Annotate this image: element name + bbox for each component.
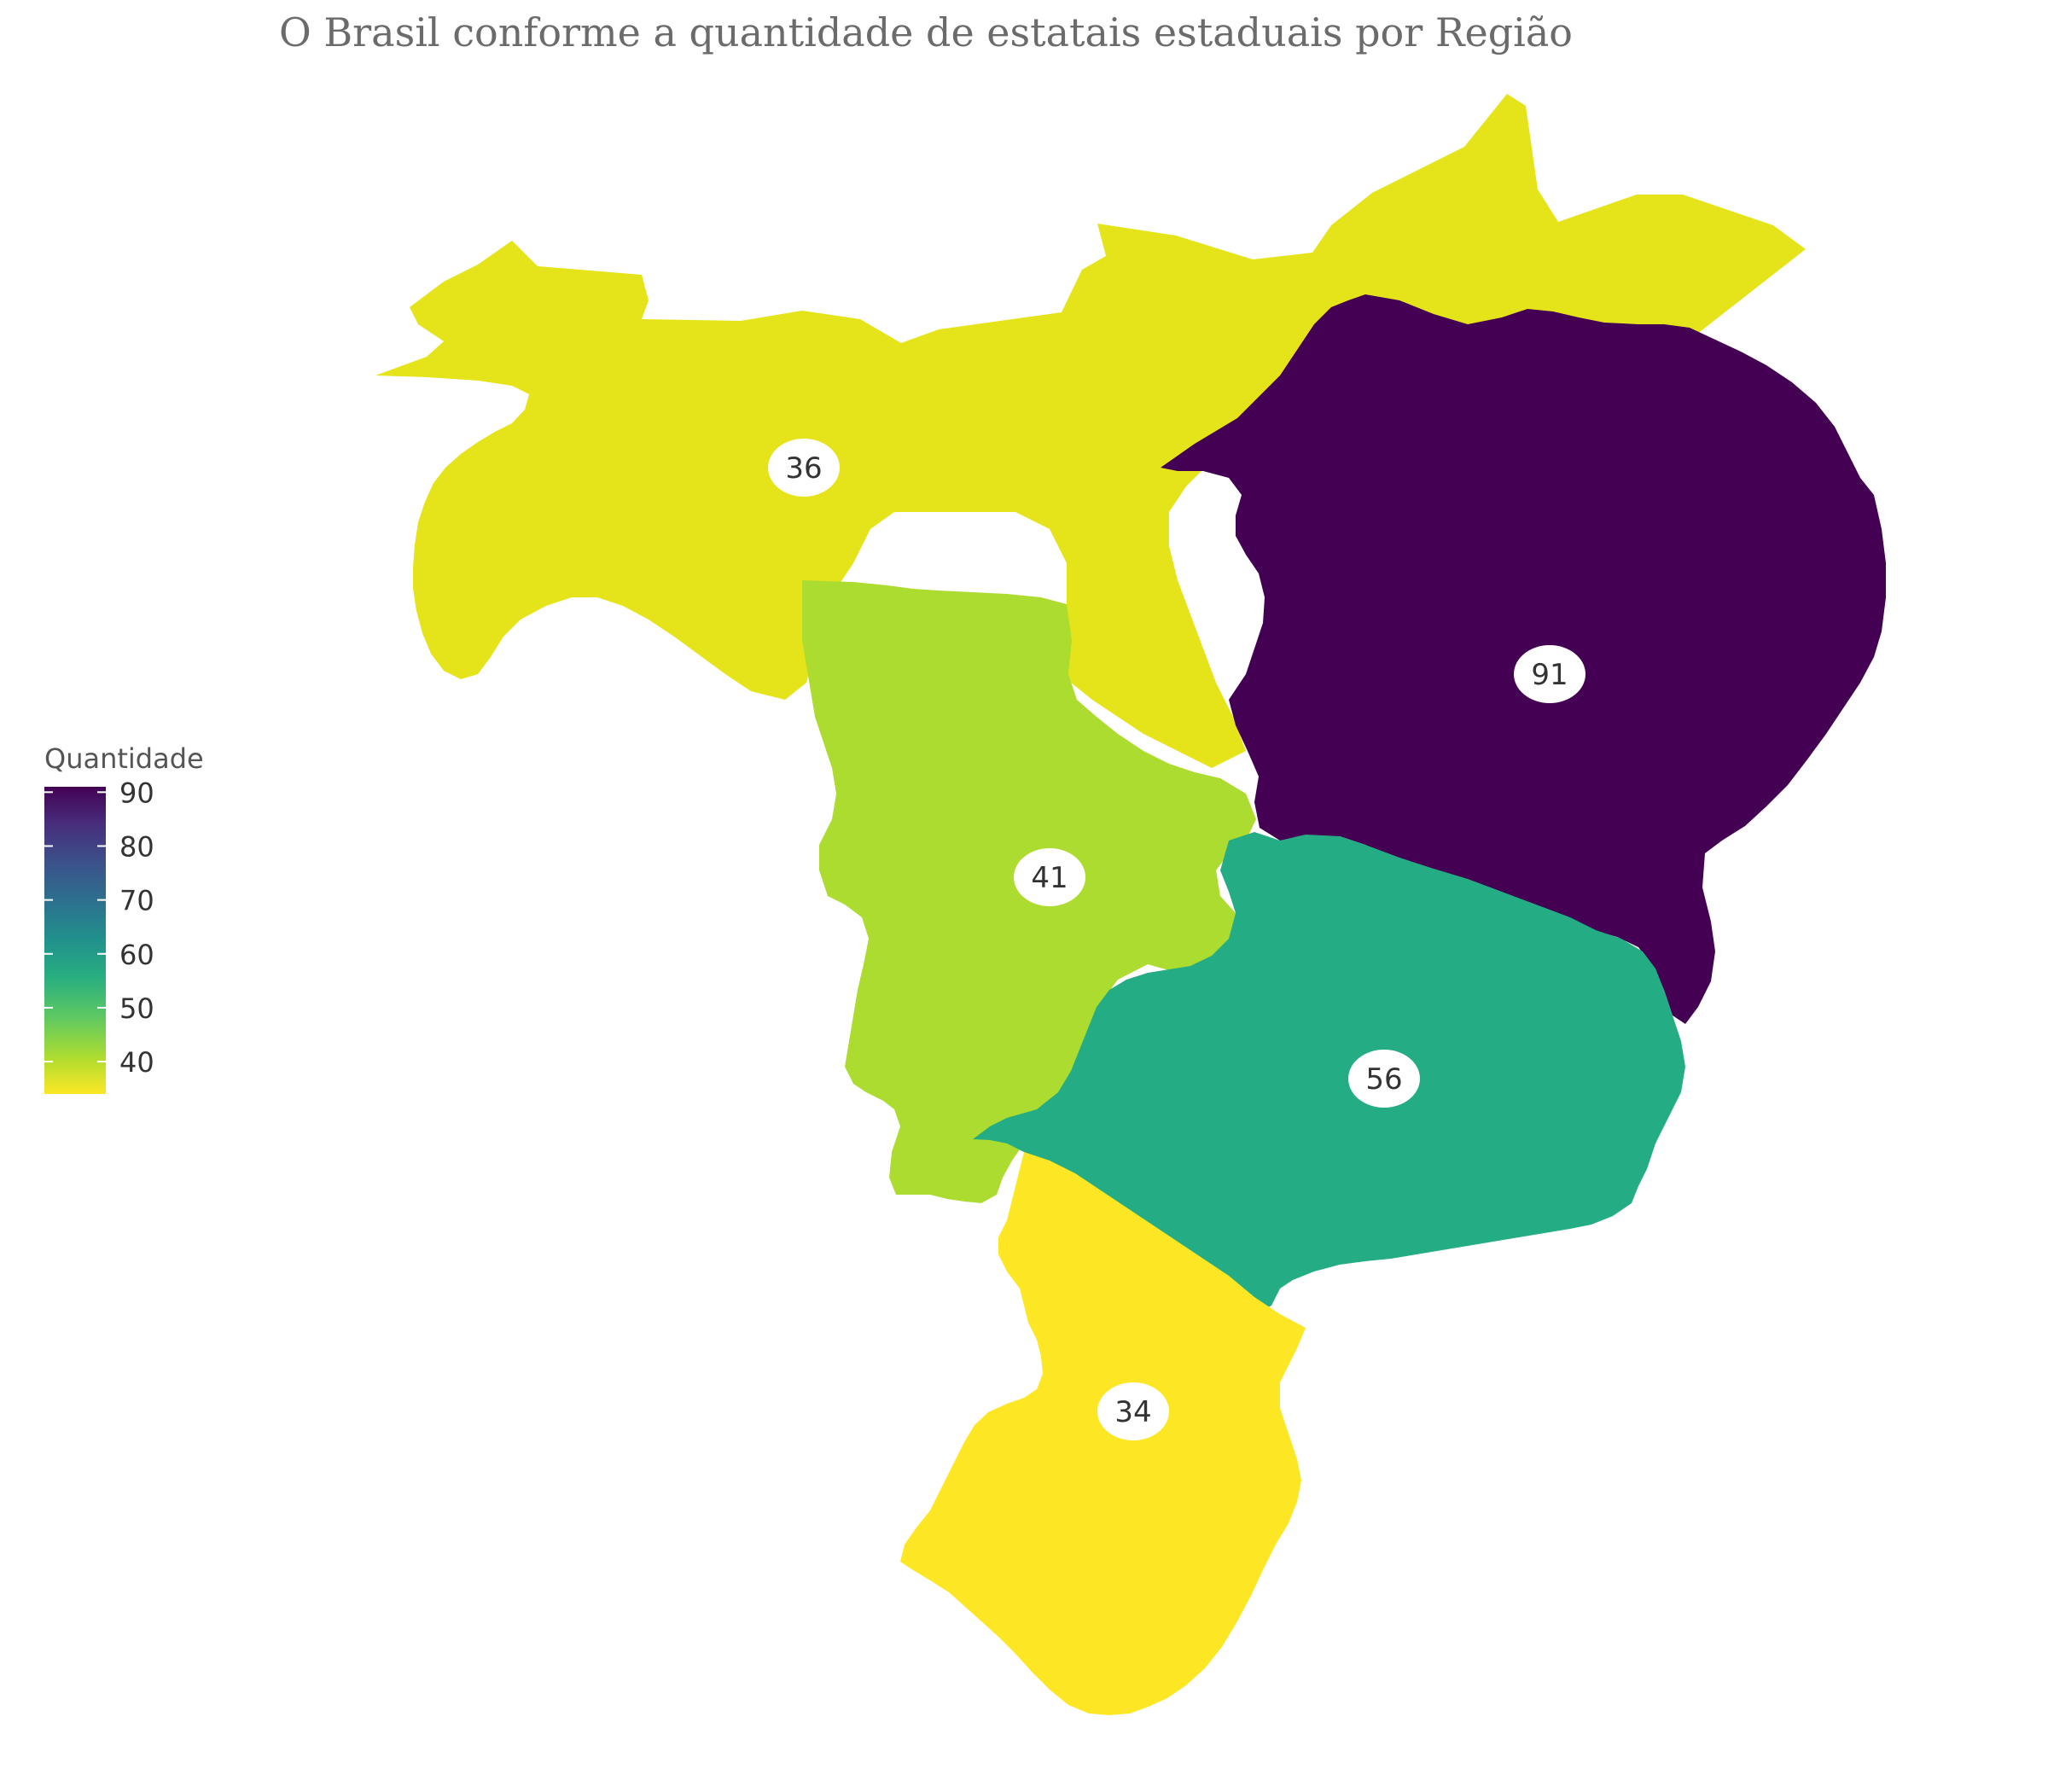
- legend-tick-label: 70: [119, 885, 154, 917]
- label-sudeste: 56: [1348, 1050, 1420, 1108]
- legend-title: Quantidade: [44, 742, 204, 775]
- legend-ticks: 90 80 70 60 50 40: [44, 777, 154, 1079]
- label-norte: 36: [768, 439, 840, 497]
- label-bubble-centro-oeste: [1014, 848, 1085, 906]
- region-sudeste[interactable]: [973, 832, 1685, 1314]
- label-value-sudeste: 56: [1365, 1062, 1402, 1097]
- label-value-nordeste: 91: [1531, 658, 1568, 692]
- label-bubble-sul: [1097, 1382, 1169, 1440]
- label-value-centro-oeste: 41: [1031, 861, 1068, 895]
- region-labels: 36 91 41 56 34: [768, 439, 1585, 1440]
- region-sul[interactable]: [900, 1152, 1306, 1715]
- label-value-sul: 34: [1114, 1395, 1151, 1429]
- legend-tick-label: 60: [119, 939, 154, 971]
- label-sul: 34: [1097, 1382, 1169, 1440]
- legend-tick-label: 40: [119, 1046, 154, 1079]
- label-bubble-nordeste: [1514, 645, 1585, 703]
- region-norte[interactable]: [375, 94, 1806, 768]
- legend-tick-label: 80: [119, 830, 154, 863]
- legend-colorbar: [44, 787, 106, 1094]
- legend-tick-label: 50: [119, 992, 154, 1025]
- label-centro-oeste: 41: [1014, 848, 1085, 906]
- chart-heading: O Brasil conforme a quantidade de estata…: [279, 9, 1573, 55]
- label-value-norte: 36: [785, 451, 822, 486]
- label-bubble-norte: [768, 439, 840, 497]
- legend: Quantidade 90 80 70 60 50 40: [44, 742, 204, 1094]
- label-nordeste: 91: [1514, 645, 1585, 703]
- legend-tick-label: 90: [119, 777, 154, 809]
- label-bubble-sudeste: [1348, 1050, 1420, 1108]
